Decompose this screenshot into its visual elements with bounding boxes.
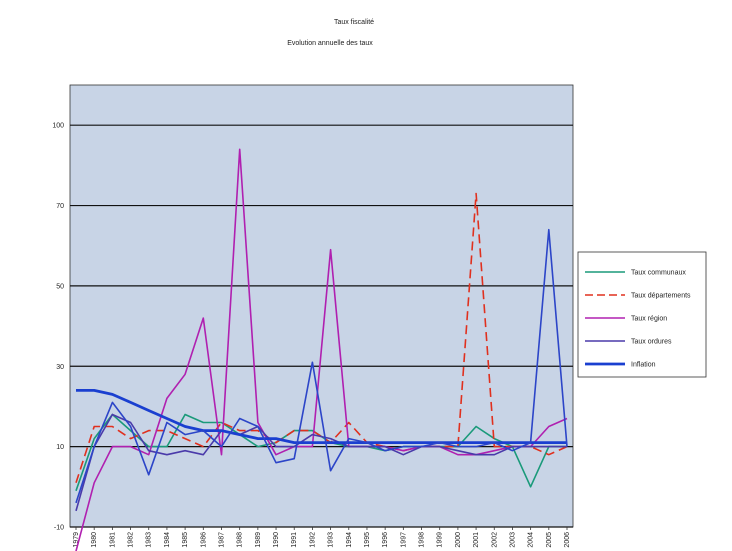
legend-label: Taux départements: [631, 293, 691, 300]
y-tick-label: 50: [56, 283, 64, 290]
x-tick-label: 1994: [346, 532, 353, 548]
legend-label: Taux communaux: [631, 270, 686, 277]
x-tick-label: 1997: [400, 532, 407, 548]
x-tick-label: 1985: [182, 532, 189, 548]
x-tick-label: 1991: [291, 532, 298, 548]
legend-label: Taux ordures: [631, 339, 672, 346]
chart-title: Taux fiscalité: [334, 19, 374, 26]
chart-subtitle: Evolution annuelle des taux: [287, 40, 373, 47]
x-tick-label: 2001: [473, 532, 480, 548]
x-tick-label: 1995: [364, 532, 371, 548]
x-tick-label: 1992: [309, 532, 316, 548]
x-tick-label: 1980: [91, 532, 98, 548]
y-tick-label: 10: [56, 444, 64, 451]
x-tick-label: 2005: [546, 532, 553, 548]
x-tick-label: 1983: [146, 532, 153, 548]
x-tick-label: 1987: [218, 532, 225, 548]
x-tick-label: 2002: [491, 532, 498, 548]
y-axis: -10 10 30 50 70 100: [52, 123, 64, 532]
x-tick-label: 1982: [128, 532, 135, 548]
x-tick-label: 1988: [237, 532, 244, 548]
x-tick-label: 1993: [328, 532, 335, 548]
y-tick-label: 100: [52, 123, 64, 130]
x-tick-label: 1990: [273, 532, 280, 548]
x-tick-label: 1998: [419, 532, 426, 548]
y-tick-label: -10: [54, 525, 64, 532]
x-tick-label: 1999: [437, 532, 444, 548]
x-tick-label: 1996: [382, 532, 389, 548]
x-axis: 1979 1980 1981 1982 1983 1984 1985 1986 1987 1988…: [73, 527, 571, 548]
x-tick-label: 2003: [509, 532, 516, 548]
x-tick-label: 1989: [255, 532, 262, 548]
x-tick-label: 2004: [528, 532, 535, 548]
x-tick-label: 1981: [109, 532, 116, 548]
legend: Taux communaux Taux départements Taux régi…: [578, 252, 706, 377]
legend-label: Taux région: [631, 316, 667, 323]
legend-label: Inflation: [631, 362, 656, 369]
y-tick-label: 70: [56, 203, 64, 210]
y-tick-label: 30: [56, 364, 64, 371]
x-tick-label: 1984: [164, 532, 171, 548]
x-tick-label: 2006: [564, 532, 571, 548]
plot-area: [70, 85, 573, 527]
x-tick-label: 2000: [455, 532, 462, 548]
x-tick-label: 1986: [200, 532, 207, 548]
